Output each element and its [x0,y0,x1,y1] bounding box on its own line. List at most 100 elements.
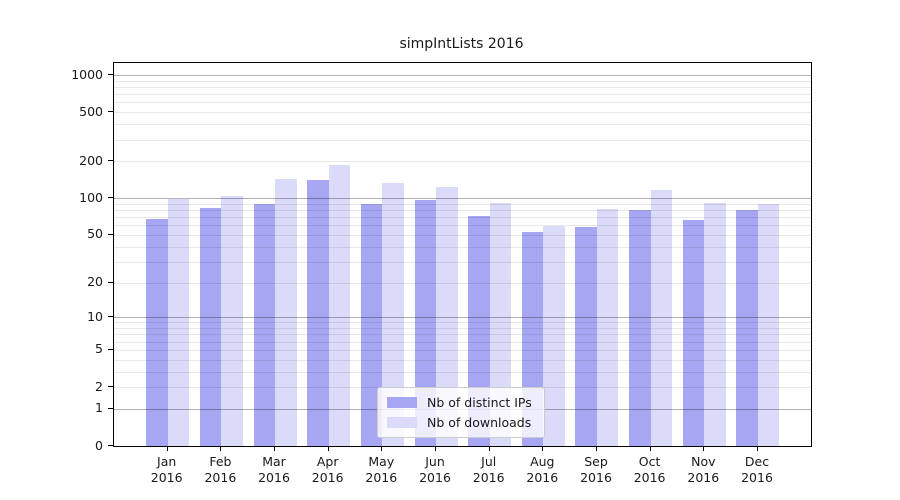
x-tick-year-apr: 2016 [311,470,344,485]
bar-jun-distinct-ips [414,200,436,446]
bar-mar-distinct-ips [253,203,276,446]
minor-gridline-400 [114,124,811,126]
x-tick-sep [596,447,597,451]
minor-gridline-5 [114,349,811,351]
bar-may-downloads [382,183,404,446]
bar-apr-distinct-ips [307,179,329,446]
bar-nov-distinct-ips [682,220,705,446]
x-tick-jun [435,447,436,451]
bar-mar-downloads [275,178,297,446]
y-tick-label-100: 100 [79,189,103,205]
x-tick-label-jan: Jan 2016 [139,454,195,486]
minor-gridline-900 [114,80,811,82]
x-tick-label-apr: Apr 2016 [300,454,356,486]
legend-swatch-distinct-ips [387,397,417,408]
x-tick-month-sep: Sep [584,454,608,469]
major-gridline-1000 [114,75,811,76]
y-tick-1 [108,407,113,409]
minor-gridline-3 [114,371,811,373]
major-gridline-10 [114,317,811,319]
x-tick-label-aug: Aug 2016 [514,454,570,486]
y-tick-1000 [108,74,113,75]
bar-sep-downloads [596,208,619,446]
y-tick-label-200: 200 [79,152,103,168]
bar-dec-distinct-ips [736,210,758,446]
minor-gridline-9 [114,322,811,324]
y-tick-20 [108,281,113,283]
x-tick-month-mar: Mar [262,454,286,469]
bar-nov-downloads [704,203,726,446]
minor-gridline-7 [114,334,811,336]
x-tick-year-sep: 2016 [580,470,612,485]
x-tick-oct [649,447,651,451]
x-tick-label-may: May 2016 [353,454,409,486]
x-tick-feb [220,447,222,451]
x-tick-month-jul: Jul [481,454,497,469]
y-tick-label-500: 500 [79,103,103,119]
minor-gridline-20 [114,282,811,284]
x-tick-month-oct: Oct [638,454,661,469]
legend-item-distinct-ips: Nb of distinct IPs [387,395,532,410]
x-tick-month-jun: Jun [425,454,445,469]
bar-apr-downloads [328,164,351,446]
bar-jun-downloads [436,186,458,446]
minor-gridline-700 [114,94,811,96]
legend-label-distinct-ips: Nb of distinct IPs [427,395,532,410]
bar-oct-distinct-ips [629,210,651,446]
minor-gridline-800 [114,87,811,88]
minor-gridline-80 [114,210,811,211]
x-tick-month-apr: Apr [316,454,339,469]
bar-feb-downloads [221,196,243,446]
x-tick-year-mar: 2016 [258,470,290,485]
minor-gridline-30 [114,261,811,263]
bar-jan-distinct-ips [146,219,168,446]
legend-label-downloads: Nb of downloads [427,415,532,430]
x-tick-year-dec: 2016 [741,470,773,485]
minor-gridline-90 [114,203,811,205]
bar-jan-downloads [167,199,190,446]
y-tick-label-1000: 1000 [71,66,103,82]
minor-gridline-600 [114,102,811,104]
y-tick-label-1: 1 [95,400,103,416]
x-tick-label-nov: Nov 2016 [675,454,731,486]
x-tick-label-dec: Dec 2016 [729,454,785,486]
y-tick-200 [108,160,113,162]
x-tick-year-may: 2016 [365,470,398,485]
y-tick-0 [108,445,113,446]
bar-jul-downloads [489,202,512,446]
page-title: simpIntLists 2016 [399,36,524,52]
y-tick-label-0: 0 [95,437,103,453]
bar-aug-downloads [543,226,565,446]
legend-item-downloads: Nb of downloads [387,415,532,430]
y-tick-50 [108,233,113,235]
x-tick-dec [757,447,758,451]
y-tick-500 [108,111,113,113]
y-tick-label-50: 50 [87,226,103,242]
x-tick-label-jul: Jul 2016 [461,454,517,486]
x-tick-year-oct: 2016 [633,470,666,485]
bar-dec-downloads [757,203,780,446]
bar-sep-distinct-ips [575,227,597,446]
minor-gridline-40 [114,246,811,248]
plot-area: Nb of distinct IPs Nb of downloads [113,62,812,447]
minor-gridline-300 [114,139,811,141]
x-tick-year-jun: 2016 [419,470,451,485]
x-tick-mar [274,447,275,451]
x-tick-label-oct: Oct 2016 [622,454,678,486]
x-tick-jan [166,447,168,451]
x-tick-year-nov: 2016 [687,470,720,485]
x-tick-aug [542,447,544,451]
y-tick-label-20: 20 [87,274,103,289]
x-tick-month-dec: Dec [744,454,770,469]
minor-gridline-4 [114,359,811,361]
minor-gridline-6 [114,341,811,343]
minor-gridline-70 [114,217,811,219]
x-tick-label-mar: Mar 2016 [246,454,302,486]
y-tick-100 [108,197,113,199]
y-tick-label-10: 10 [87,308,103,324]
x-tick-label-sep: Sep 2016 [568,454,624,486]
x-tick-month-aug: Aug [530,454,555,469]
x-tick-label-jun: Jun 2016 [407,454,463,486]
x-tick-year-jan: 2016 [150,470,183,485]
